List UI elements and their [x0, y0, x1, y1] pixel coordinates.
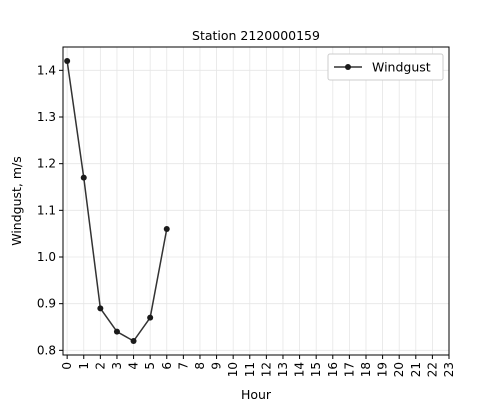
x-tick-label: 11 [243, 362, 257, 377]
x-tick-label: 12 [259, 362, 273, 377]
legend: Windgust [327, 53, 444, 81]
y-axis-title: Windgust, m/s [9, 156, 24, 246]
x-tick-label: 6 [160, 362, 174, 370]
y-tick-label: 1.4 [37, 63, 56, 77]
y-tick-label: 1.1 [37, 203, 56, 217]
legend-box [327, 53, 444, 81]
y-tick-label: 0.9 [37, 297, 56, 311]
x-tick-label: 10 [226, 362, 240, 377]
data-point [130, 338, 137, 344]
x-tick-label: 19 [376, 362, 390, 377]
data-point [97, 305, 104, 312]
legend-marker [345, 64, 351, 70]
data-point [64, 58, 71, 64]
x-tick-label: 22 [425, 362, 439, 377]
data-point [163, 226, 170, 232]
x-tick-label: 7 [176, 362, 190, 370]
x-tick-label: 15 [309, 362, 323, 377]
data-point [80, 174, 87, 181]
y-tick-label: 1.0 [37, 250, 56, 264]
grid [63, 47, 450, 355]
y-tick-label: 1.2 [37, 157, 56, 171]
x-tick-label: 5 [143, 362, 157, 370]
x-tick-label: 3 [110, 362, 124, 370]
x-tick-label: 1 [77, 362, 91, 370]
x-axis-title: Hour [241, 387, 272, 400]
data-point [147, 314, 154, 321]
x-tick-label: 2 [93, 362, 107, 370]
plot-frame [62, 46, 450, 356]
x-tick-label: 17 [342, 362, 356, 377]
x-axis: 0 1 2 3 4 5 6 7 8 9 10 11 12 13 14 15 16 17 18 19 20 21 22 23 [60, 355, 456, 377]
chart-title: Station 2120000159 [192, 28, 320, 43]
x-tick-label: 13 [276, 362, 290, 377]
data-point [113, 328, 120, 335]
series-layer [64, 58, 170, 344]
legend-entry-windgust: Windgust [372, 60, 431, 75]
x-tick-label: 4 [127, 362, 141, 370]
x-tick-label: 18 [359, 362, 373, 377]
x-tick-label: 23 [442, 362, 456, 377]
y-axis: 0.8 0.9 1.0 1.1 1.2 1.3 1.4 [37, 63, 63, 357]
x-tick-label: 14 [293, 362, 307, 377]
x-tick-label: 0 [60, 362, 74, 370]
x-tick-label: 21 [409, 362, 423, 377]
x-tick-label: 16 [326, 362, 340, 377]
y-tick-label: 0.8 [37, 343, 56, 357]
x-tick-label: 9 [210, 362, 224, 370]
x-tick-label: 8 [193, 362, 207, 370]
y-tick-label: 1.3 [37, 110, 56, 124]
x-tick-label: 20 [392, 362, 406, 377]
